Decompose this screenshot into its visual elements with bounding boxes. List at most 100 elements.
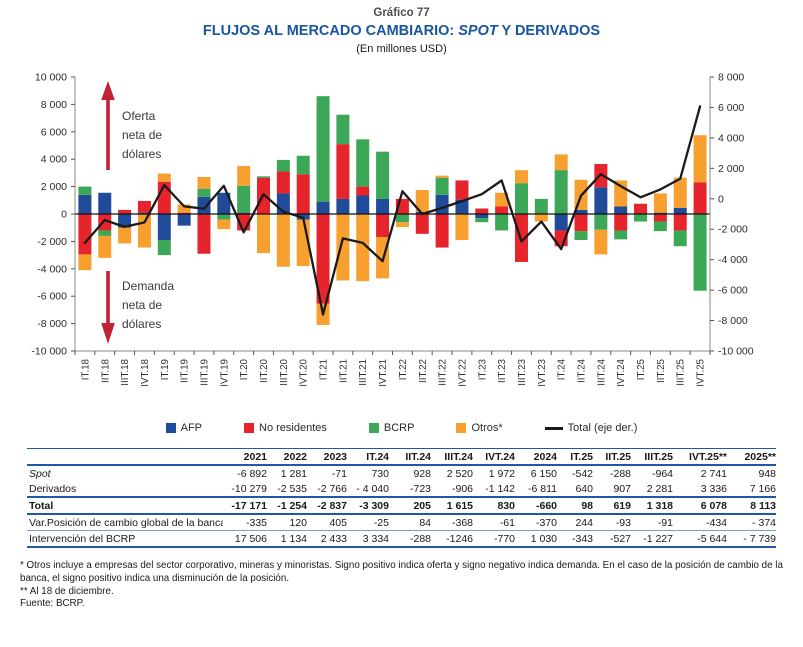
bar-segment (614, 230, 628, 240)
legend-color-swatch (244, 423, 255, 434)
bar-segment (514, 183, 528, 215)
bar-segment (554, 170, 568, 215)
table-cell: -71 (331, 467, 347, 480)
x-category-label: IT.18 (80, 359, 91, 381)
legend-label: AFP (180, 422, 203, 435)
table-cell: 8 113 (727, 497, 776, 516)
table-cell: 1 318 (631, 497, 673, 516)
total-line (83, 105, 702, 316)
bar-segment (98, 214, 112, 231)
right-tick-label: 8 000 (718, 72, 744, 84)
bar-segment (376, 199, 390, 215)
bar-segment (415, 190, 429, 213)
bar-segment (435, 175, 449, 178)
bar-segment (693, 182, 707, 215)
bar-segment (495, 206, 509, 215)
x-category-label: IVT.19 (219, 359, 230, 387)
bar-segment (276, 160, 290, 172)
bar-segment (157, 240, 171, 256)
table-cell: -343 (557, 530, 593, 549)
legend-label: BCRP (383, 422, 415, 435)
table-cell: 1 972 (488, 467, 515, 480)
table-column-header: IIT.25 (593, 448, 631, 467)
chart-subtitle: (En millones USD) (356, 42, 447, 55)
bar-segment (673, 230, 687, 247)
left-tick-label: 8 000 (41, 99, 67, 111)
graph-number: Gráfico 77 (373, 7, 430, 19)
bar-segment (356, 214, 370, 282)
table-cell: - 7 739 (727, 530, 776, 549)
table-cell: -370 (515, 514, 557, 532)
chart-legend: AFP No residentes BCRP Otros* Total (eje der… (0, 418, 803, 438)
right-tick-label: -2 000 (718, 224, 748, 236)
bar-segment (257, 176, 271, 178)
bar-segment (197, 214, 211, 254)
x-category-label: IT.19 (160, 359, 171, 380)
bar-segment (653, 214, 667, 222)
x-category-label: IIIT.23 (517, 359, 528, 386)
table-cell: 730 (371, 467, 389, 480)
bar-segment (217, 219, 231, 230)
table-column-header: IT.24 (347, 448, 389, 467)
legend-item: Otros* (456, 422, 503, 435)
table-cell: 907 (593, 481, 631, 499)
row-label: Spot (29, 467, 51, 480)
title-italic: SPOT (458, 23, 498, 40)
x-category-label: IIIT.22 (438, 359, 449, 386)
table-cell: -335 (223, 514, 267, 532)
right-tick-label: 2 000 (718, 163, 744, 175)
legend-item: Total (eje der.) (544, 422, 637, 434)
x-category-label: IIT.22 (418, 359, 429, 383)
supply-annotation-text: Oferta (122, 109, 156, 123)
right-tick-label: 4 000 (718, 133, 744, 145)
bar-segment (336, 144, 350, 200)
bar-segment (78, 195, 92, 215)
legend-color-swatch (456, 423, 467, 434)
bar-segment (316, 96, 330, 202)
table-cell: -288 (389, 530, 431, 549)
table-column-header: IVT.24 (473, 448, 515, 467)
table-cell: -527 (593, 530, 631, 549)
table-cell: 2 433 (307, 530, 347, 549)
bar-segment (118, 227, 132, 244)
bar-segment (237, 212, 251, 215)
legend-line-swatch (544, 426, 563, 430)
table-cell: 17 506 (223, 530, 267, 549)
bar-segment (197, 197, 211, 215)
bar-segment (376, 151, 390, 200)
bar-segment (534, 214, 548, 222)
demand-arrow-head (101, 323, 115, 345)
legend-item: BCRP (368, 422, 415, 435)
footnotes: * Otros incluye a empresas del sector co… (20, 560, 783, 611)
table-cell: -17 171 (223, 497, 267, 516)
bar-segment (336, 114, 350, 145)
legend-label: Otros* (471, 422, 503, 435)
bar-segment (475, 208, 489, 215)
table-cell: - 374 (727, 514, 776, 532)
table-cell: 205 (389, 497, 431, 516)
right-tick-label: 6 000 (718, 102, 744, 114)
table-column-header: IIT.24 (389, 448, 431, 467)
table-cell: -61 (473, 514, 515, 532)
bar-segment (435, 214, 449, 248)
bar-segment (395, 214, 409, 223)
x-category-label: IVT.18 (140, 359, 151, 387)
bar-segment (296, 156, 310, 175)
bar-segment (217, 214, 231, 220)
bar-segment (495, 214, 509, 231)
left-tick-label: 6 000 (41, 127, 67, 139)
bar-segment (534, 199, 548, 215)
supply-annotation-text: neta de (122, 128, 162, 142)
bar-segment (118, 214, 132, 228)
x-category-label: IIIT.20 (279, 359, 290, 386)
x-category-label: IIT.19 (180, 359, 191, 383)
bar-segment (356, 195, 370, 215)
table-column-header: 2022 (267, 448, 307, 467)
x-category-label: IIT.23 (497, 359, 508, 384)
table-cell: 1 134 (267, 530, 307, 549)
bar-segment (475, 218, 489, 223)
x-category-label: IIIT.18 (120, 359, 131, 386)
chart-header: Gráfico 77 FLUJOS AL MERCADO CAMBIARIO: … (0, 0, 803, 56)
x-category-label: IVT.20 (299, 359, 310, 387)
bar-segment (594, 187, 608, 215)
